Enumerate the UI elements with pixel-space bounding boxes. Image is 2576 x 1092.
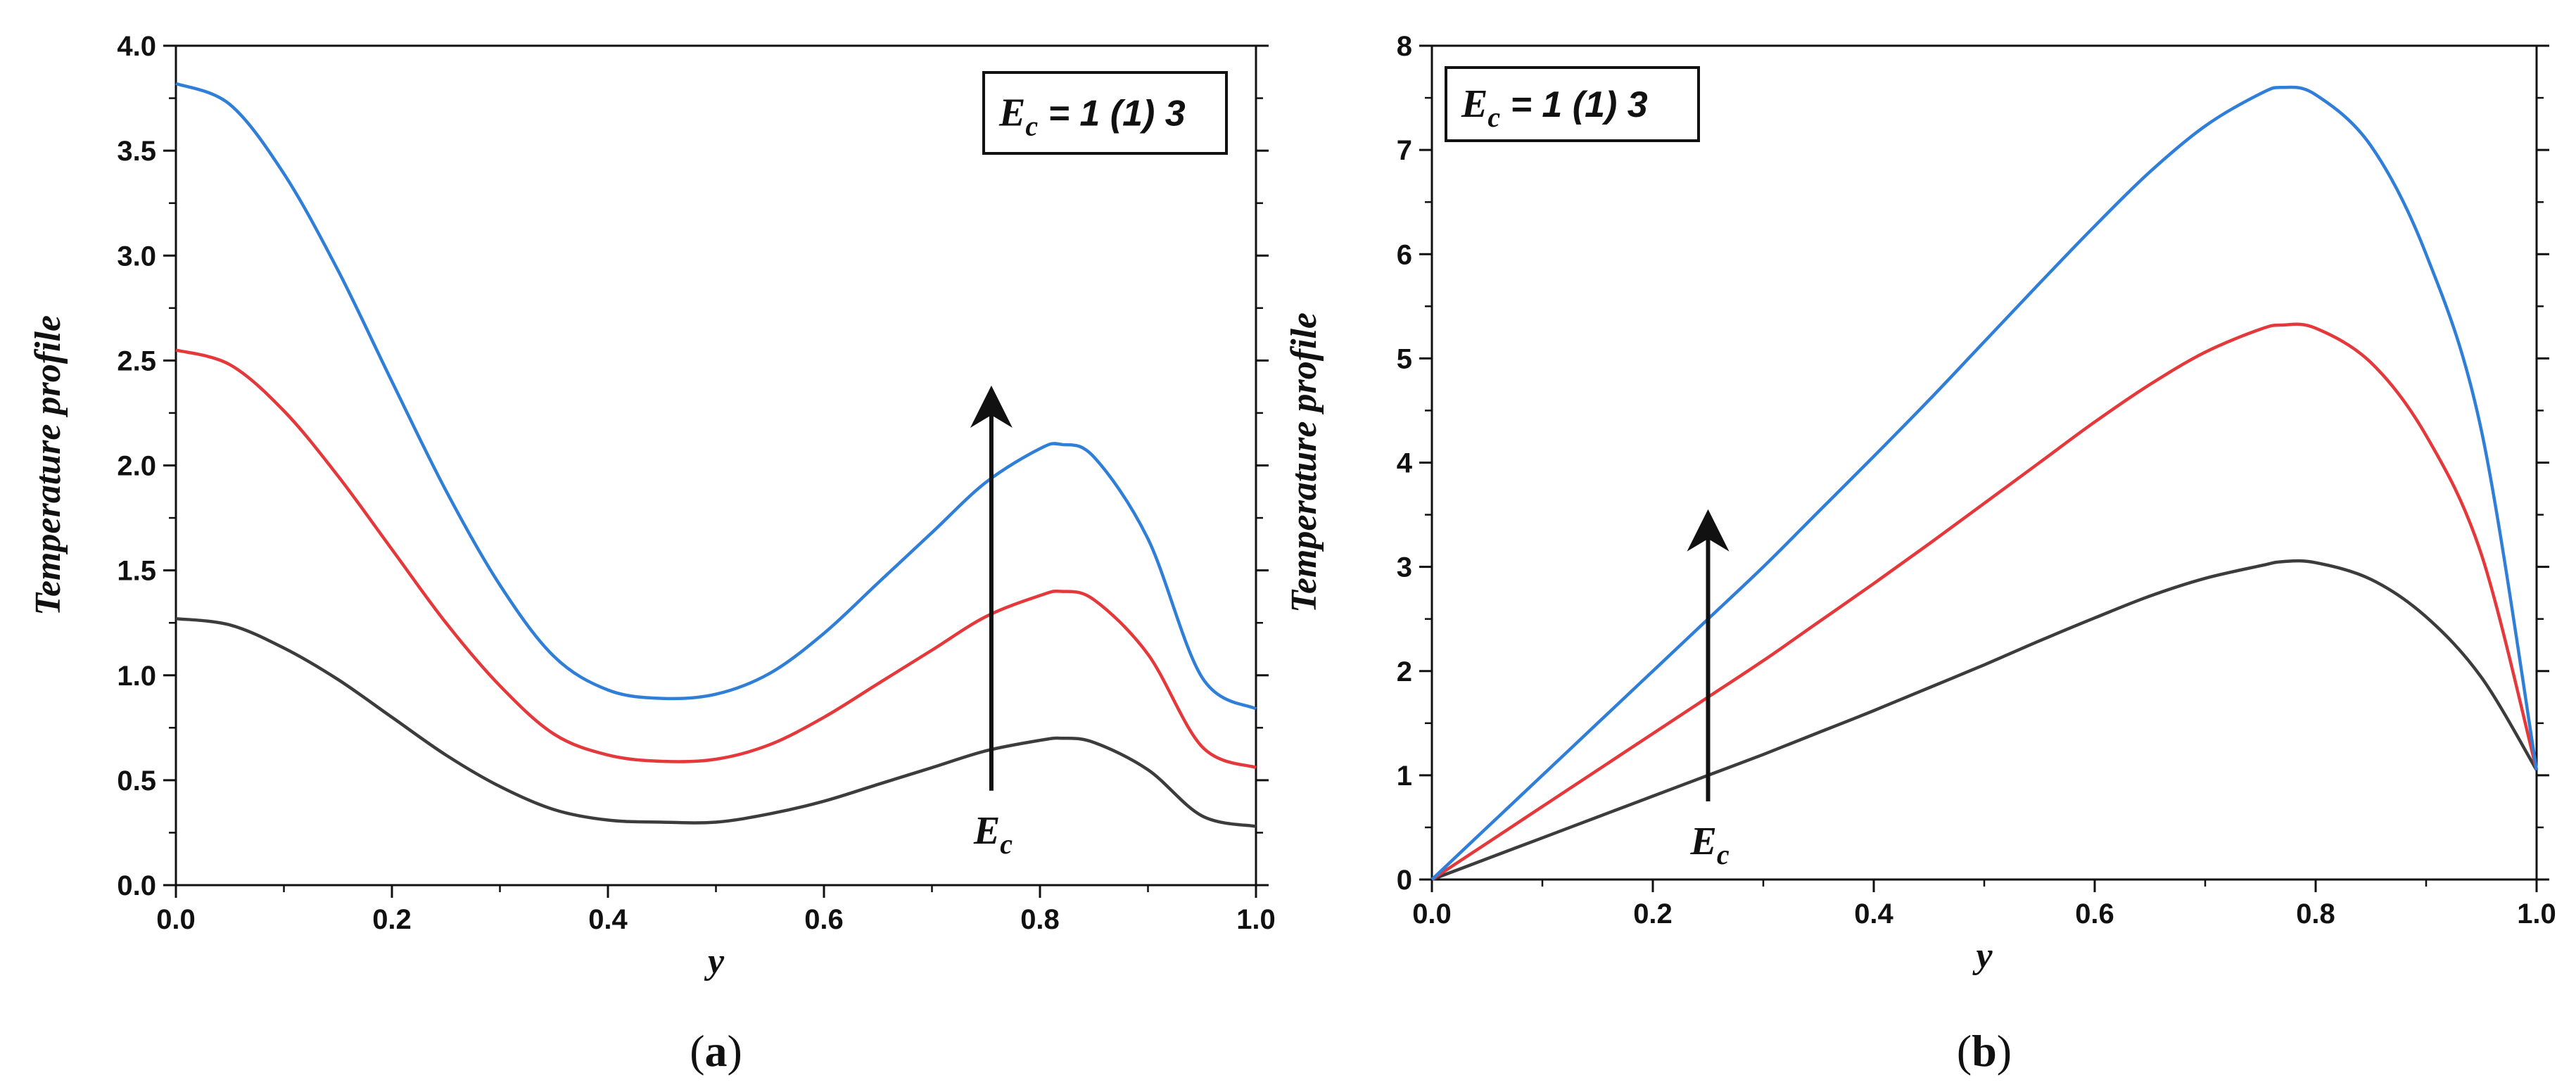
x-tick-label: 0.8 (1020, 904, 1060, 935)
chart-panel-b: 0.0 0.2 0.4 0.6 0.8 1.0 0 1 2 3 4 5 6 7 8 y Temperature … (1284, 31, 2556, 1076)
series-line-2 (175, 348, 1257, 770)
x-axis-title: y (1972, 936, 1993, 976)
arrow-label: Ec (973, 809, 1013, 860)
panel-label: (b) (1957, 1026, 2012, 1076)
plot-frame (1430, 44, 2538, 881)
series-line-3 (175, 82, 1257, 711)
y-tick-label: 1.0 (117, 661, 156, 692)
y-tick-label: 1.5 (117, 556, 156, 587)
x-tick-label: 1.0 (2517, 899, 2556, 929)
legend-box (982, 71, 1228, 155)
x-tick-label: 0.2 (372, 904, 412, 935)
series-line-3 (1430, 85, 2539, 881)
y-tick-label: 3.5 (117, 136, 156, 167)
legend-text: Ec = 1 (1) 3 (998, 91, 1186, 142)
y-tick-label: 2.5 (117, 345, 156, 376)
y-tick-label: 7 (1397, 135, 1412, 166)
y-tick-label: 1 (1397, 761, 1412, 792)
x-tick-label: 0.0 (1412, 899, 1452, 929)
x-tick-label: 1.0 (1236, 904, 1276, 935)
legend-box (1445, 66, 1700, 142)
chart-panel-a: 0.0 0.2 0.4 0.6 0.8 1.0 0.0 0.5 1.0 1.5 2.0 2.5 3.0 3… (28, 31, 1276, 1076)
panel-label: (a) (690, 1026, 742, 1076)
x-tick-label: 0.4 (588, 904, 628, 935)
y-tick-label: 2 (1397, 656, 1412, 687)
y-tick-label: 6 (1397, 239, 1412, 270)
x-tick-label: 0.2 (1633, 899, 1673, 929)
y-tick-label: 4.0 (117, 31, 156, 62)
x-tick-label: 0.4 (1854, 899, 1893, 929)
y-tick-label: 3 (1397, 552, 1412, 583)
y-tick-label: 5 (1397, 343, 1412, 374)
y-tick-label: 0 (1397, 865, 1412, 896)
series-line-1 (1431, 559, 2538, 882)
y-axis-title: Temperature profile (1284, 312, 1324, 613)
y-tick-label: 4 (1397, 448, 1413, 479)
x-tick-label: 0.0 (156, 904, 196, 935)
y-tick-label: 2.0 (117, 451, 156, 482)
y-tick-label: 3.0 (117, 241, 156, 272)
arrow-label: Ec (1690, 820, 1730, 870)
y-tick-label: 0.0 (117, 870, 156, 901)
series-line-2 (1430, 322, 2539, 881)
y-tick-label: 8 (1397, 31, 1412, 62)
x-axis-title: y (704, 941, 725, 982)
legend-text: Ec = 1 (1) 3 (1461, 82, 1648, 133)
x-tick-label: 0.6 (804, 904, 844, 935)
y-axis-title: Temperature profile (28, 315, 68, 616)
series-line-1 (175, 616, 1257, 828)
y-tick-label: 0.5 (117, 766, 156, 796)
x-tick-label: 0.8 (2296, 899, 2335, 929)
x-tick-label: 0.6 (2075, 899, 2114, 929)
